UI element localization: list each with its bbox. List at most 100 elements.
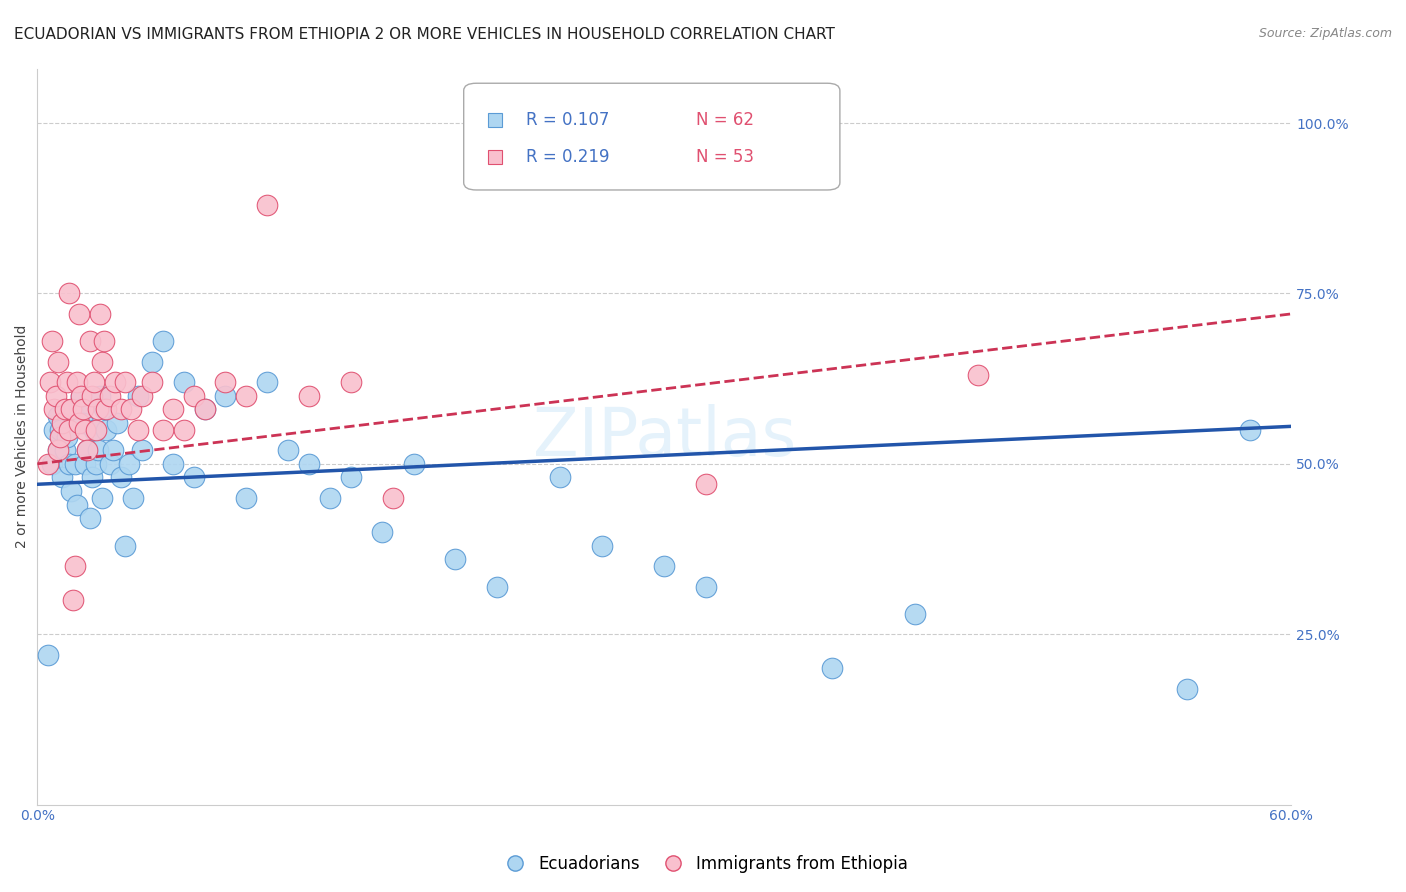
Point xyxy=(162,402,184,417)
Point xyxy=(83,375,105,389)
Point xyxy=(72,402,94,417)
Point xyxy=(41,457,63,471)
Point xyxy=(42,402,65,417)
Point xyxy=(87,402,110,417)
Point xyxy=(695,477,717,491)
Point xyxy=(183,470,205,484)
Point xyxy=(183,389,205,403)
Point xyxy=(38,375,60,389)
Point xyxy=(381,491,404,505)
Point xyxy=(67,307,90,321)
Point xyxy=(59,402,82,417)
Point xyxy=(1239,423,1261,437)
Point xyxy=(41,334,63,348)
Text: ZIPatlas: ZIPatlas xyxy=(533,403,796,469)
Point xyxy=(42,423,65,437)
Text: ECUADORIAN VS IMMIGRANTS FROM ETHIOPIA 2 OR MORE VEHICLES IN HOUSEHOLD CORRELATI: ECUADORIAN VS IMMIGRANTS FROM ETHIOPIA 2… xyxy=(14,27,835,42)
Point xyxy=(49,429,72,443)
Point xyxy=(298,389,321,403)
Point xyxy=(256,198,278,212)
Point xyxy=(966,368,988,383)
Point xyxy=(53,443,76,458)
Point xyxy=(72,416,94,430)
Point xyxy=(114,539,136,553)
Point xyxy=(152,334,174,348)
Point xyxy=(63,559,86,574)
Point xyxy=(591,539,613,553)
Point xyxy=(37,648,59,662)
Point xyxy=(173,423,195,437)
Point xyxy=(76,443,98,458)
Point xyxy=(131,389,153,403)
Point xyxy=(340,470,363,484)
Point xyxy=(820,661,842,675)
Point xyxy=(340,375,363,389)
Point xyxy=(91,491,114,505)
Point xyxy=(46,443,69,458)
Point xyxy=(100,389,122,403)
Point xyxy=(75,457,97,471)
Y-axis label: 2 or more Vehicles in Household: 2 or more Vehicles in Household xyxy=(15,325,30,549)
Point xyxy=(79,511,101,525)
Point xyxy=(58,286,80,301)
Point xyxy=(193,402,215,417)
Point xyxy=(45,389,67,403)
Point xyxy=(298,457,321,471)
Text: N = 62: N = 62 xyxy=(696,111,754,129)
Point xyxy=(214,375,236,389)
Point xyxy=(51,416,73,430)
Point xyxy=(37,457,59,471)
Point xyxy=(235,491,257,505)
Point xyxy=(91,354,114,368)
Point xyxy=(652,559,675,574)
Point xyxy=(110,402,132,417)
FancyBboxPatch shape xyxy=(464,83,839,190)
Point xyxy=(100,457,122,471)
Point xyxy=(55,375,77,389)
Point xyxy=(66,498,89,512)
Point xyxy=(46,443,69,458)
Point xyxy=(59,484,82,499)
Point xyxy=(105,416,128,430)
Point xyxy=(152,423,174,437)
Point xyxy=(141,354,163,368)
Point xyxy=(58,423,80,437)
Point xyxy=(70,389,93,403)
Point xyxy=(84,457,107,471)
Point xyxy=(89,389,111,403)
Point xyxy=(67,416,90,430)
Point xyxy=(80,389,103,403)
Point xyxy=(114,375,136,389)
Point xyxy=(193,402,215,417)
Point xyxy=(87,443,110,458)
Point xyxy=(371,524,394,539)
Point xyxy=(62,402,84,417)
Point xyxy=(548,470,571,484)
Point xyxy=(83,423,105,437)
Point xyxy=(118,457,141,471)
Point xyxy=(93,334,115,348)
Point xyxy=(62,593,84,607)
Legend: Ecuadorians, Immigrants from Ethiopia: Ecuadorians, Immigrants from Ethiopia xyxy=(491,848,915,880)
Point xyxy=(58,457,80,471)
Point xyxy=(256,375,278,389)
Point xyxy=(101,443,124,458)
Text: N = 53: N = 53 xyxy=(696,148,754,166)
Point xyxy=(46,409,69,424)
Point xyxy=(79,334,101,348)
Point xyxy=(66,375,89,389)
Point xyxy=(695,580,717,594)
Point xyxy=(80,470,103,484)
Point xyxy=(49,423,72,437)
Text: R = 0.107: R = 0.107 xyxy=(526,111,610,129)
Point xyxy=(70,389,93,403)
Point xyxy=(63,457,86,471)
Point xyxy=(214,389,236,403)
Point xyxy=(75,423,97,437)
Point xyxy=(141,375,163,389)
Point xyxy=(93,402,115,417)
Point xyxy=(53,402,76,417)
Point xyxy=(67,402,90,417)
Point xyxy=(904,607,927,621)
Point xyxy=(96,402,118,417)
